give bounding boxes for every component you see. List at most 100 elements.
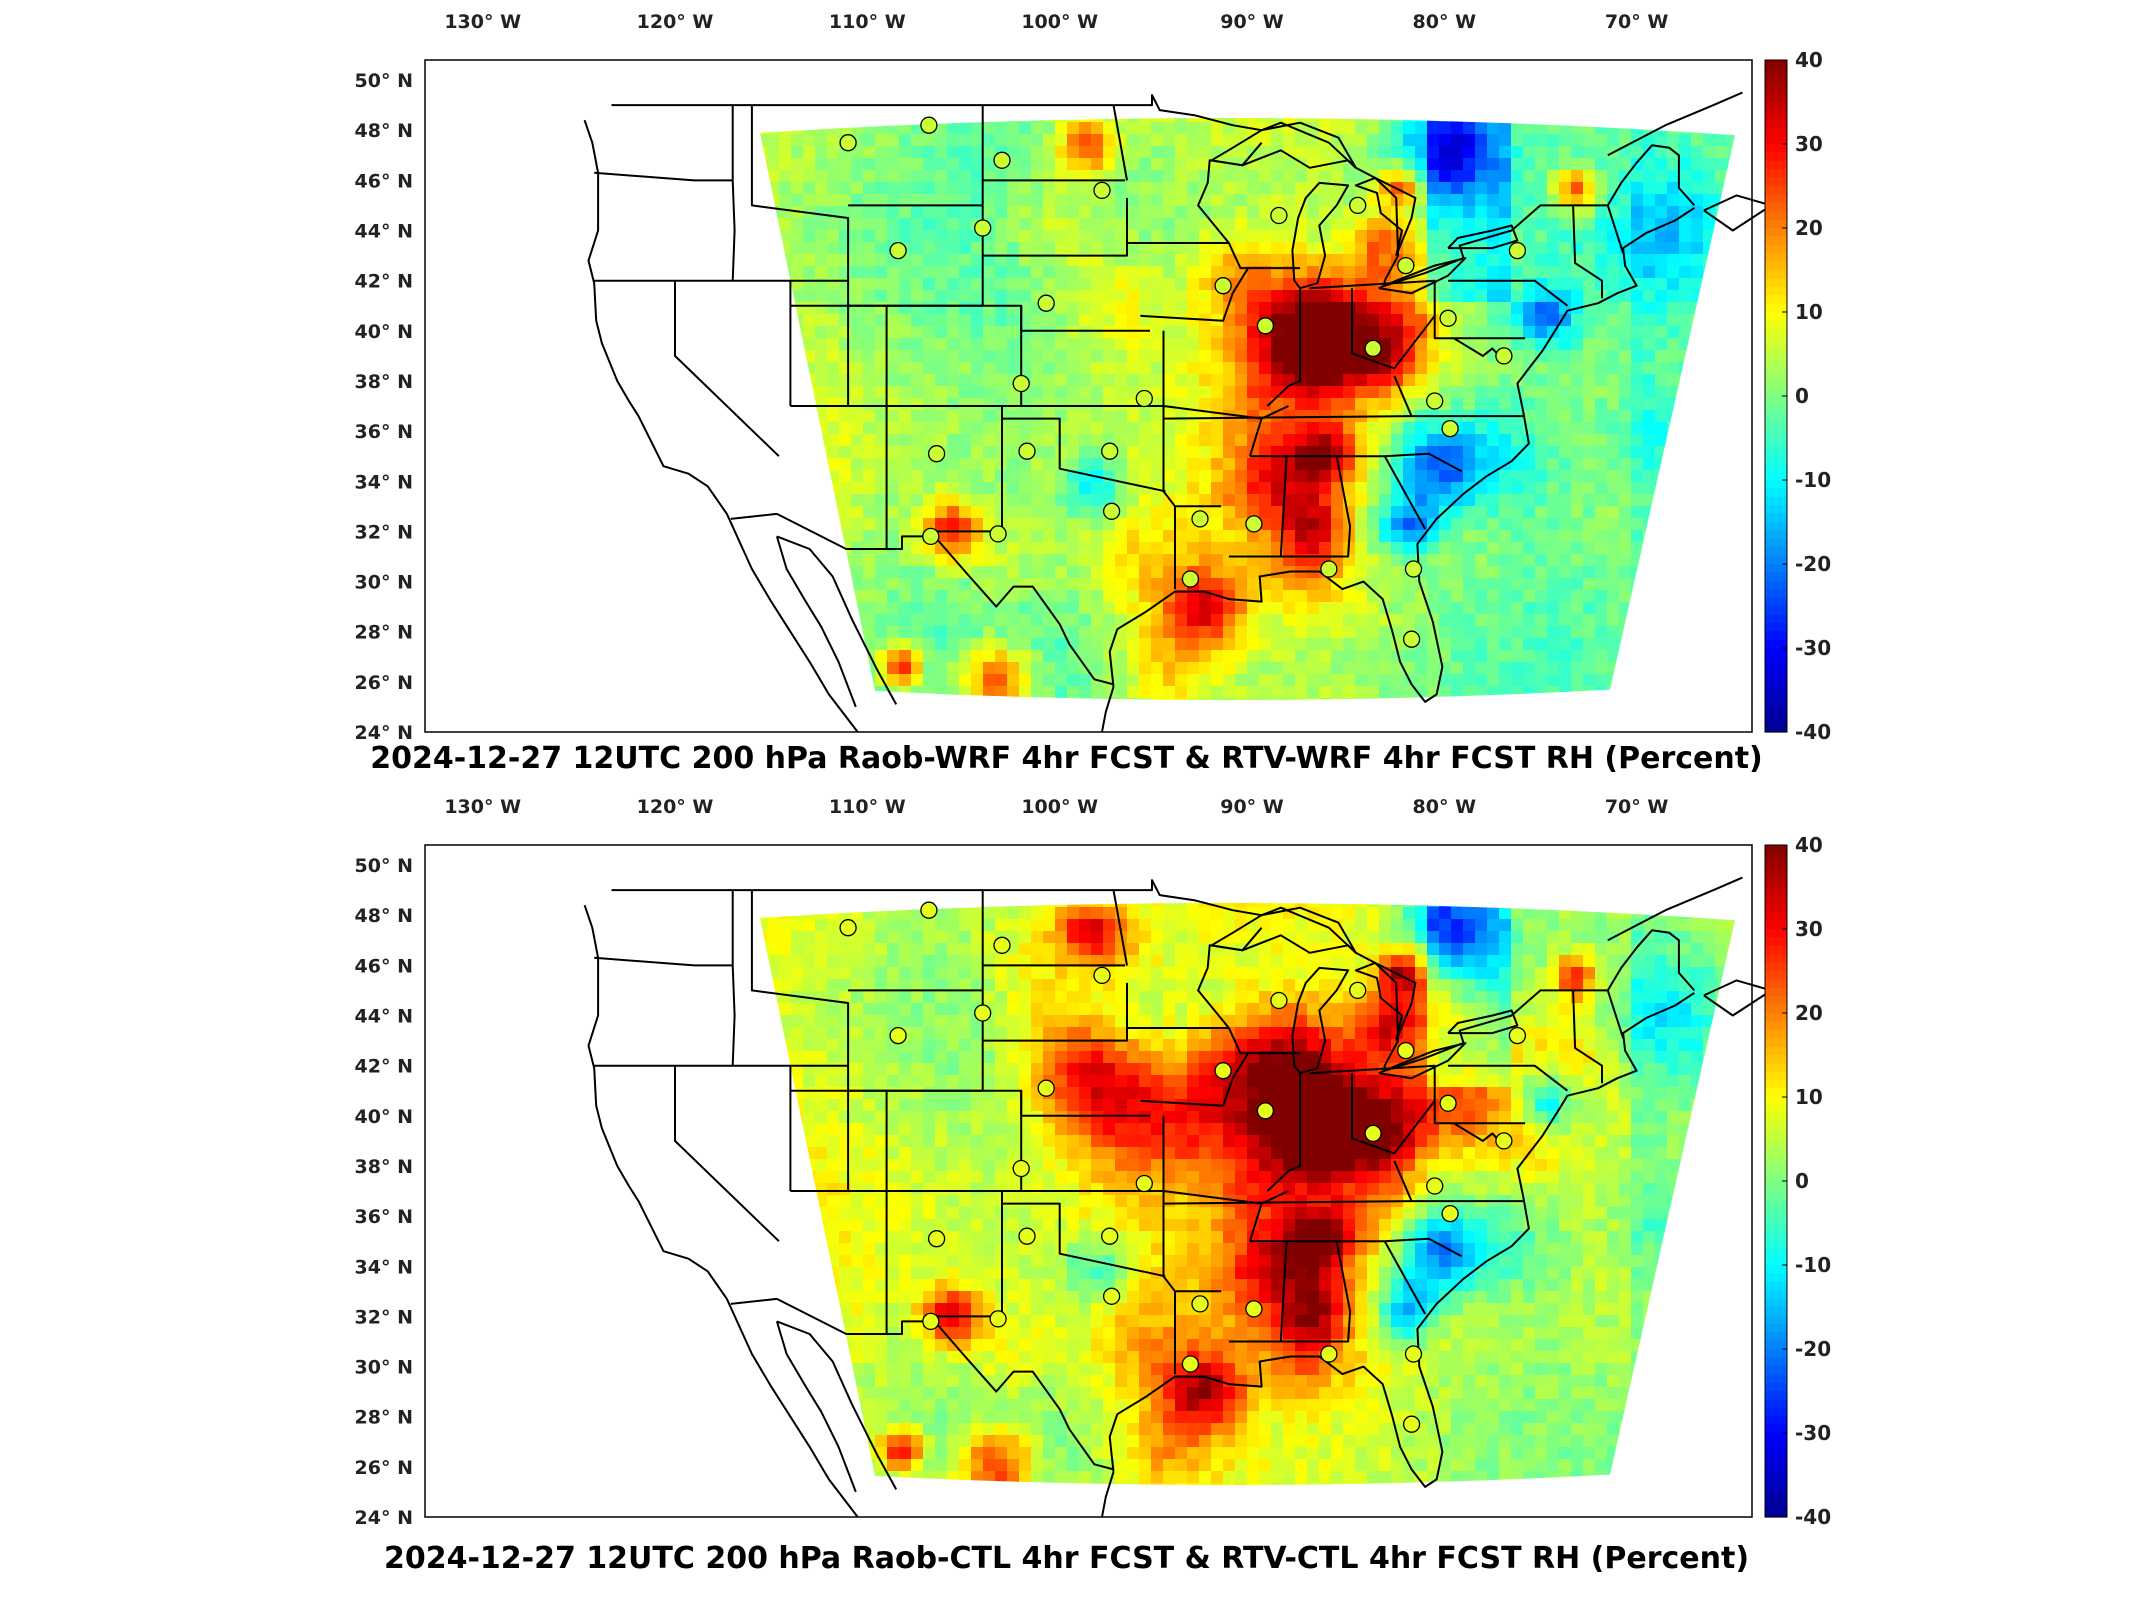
latitude-label: 26° N: [355, 672, 413, 694]
coastline: [1607, 876, 1743, 942]
raob-station-marker: [1101, 1227, 1119, 1245]
colorbar-tick-label: 20: [1795, 1001, 1823, 1025]
state-border: [1140, 267, 1249, 322]
raob-station-marker: [927, 1230, 946, 1248]
colorbar-tick-label: -40: [1795, 720, 1831, 744]
latitude-label: 46° N: [355, 170, 413, 192]
state-border: [1606, 990, 1625, 1039]
raob-station-marker: [889, 1026, 907, 1045]
state-border: [1393, 375, 1413, 417]
raob-station-marker: [1397, 1041, 1415, 1060]
state-border: [1140, 1052, 1249, 1107]
coastline: [775, 536, 857, 708]
state-border: [1383, 1240, 1426, 1315]
state-border: [1448, 279, 1569, 307]
state-border: [1127, 242, 1301, 270]
raob-station-marker: [1018, 442, 1036, 460]
raob-station-marker: [1439, 1094, 1457, 1112]
great-lake-outline: [1291, 181, 1350, 290]
rh-difference-field: [760, 903, 1735, 1485]
raob-station-marker: [1402, 630, 1421, 648]
coastline: [1607, 91, 1743, 157]
colorbar-tick-label: 20: [1795, 216, 1823, 240]
raob-station-marker: [1093, 181, 1111, 200]
colorbar-tick-label: -30: [1795, 636, 1831, 660]
raob-stations: [839, 901, 1527, 1433]
coastline: [583, 904, 859, 1518]
raob-station-marker: [1441, 419, 1459, 438]
raob-station-marker: [1270, 206, 1288, 225]
raob-station-marker: [1508, 241, 1527, 260]
state-border: [1383, 455, 1426, 530]
raob-station-marker: [1397, 256, 1415, 275]
state-border: [1002, 417, 1166, 493]
raob-station-marker: [1191, 1295, 1209, 1313]
state-border: [1197, 927, 1263, 1029]
raob-station-marker: [1018, 1227, 1036, 1245]
raob-station-marker: [1349, 981, 1367, 1000]
raob-station-marker: [1181, 1355, 1200, 1373]
state-border: [1228, 1241, 1352, 1343]
raob-station-marker: [922, 527, 940, 546]
raob-station-marker: [993, 151, 1011, 169]
latitude-label: 50° N: [355, 70, 413, 92]
map-boundaries: [583, 876, 1773, 1518]
state-border: [731, 105, 736, 281]
raob-station-marker: [1404, 1345, 1423, 1363]
coastline: [1108, 992, 1695, 1488]
colorbar-tick-label: -10: [1795, 468, 1831, 492]
state-border: [1448, 1064, 1569, 1092]
latitude-label: 48° N: [355, 120, 413, 142]
raob-station-marker: [989, 1310, 1007, 1328]
latitude-label: 36° N: [355, 421, 413, 443]
state-border: [1250, 452, 1463, 473]
colorbar: 40 30 20 10 0 -10 -20 -30 -40: [1764, 833, 1831, 1529]
state-border: [1228, 456, 1352, 558]
coastline: [583, 119, 859, 733]
colorbar-tick-label: 10: [1795, 300, 1823, 324]
state-border: [1112, 104, 1128, 181]
state-border: [1572, 205, 1603, 299]
raob-station-marker: [1102, 1287, 1121, 1305]
longitude-label: 90° W: [1220, 11, 1284, 33]
map-frame: [424, 844, 1753, 1518]
raob-station-marker: [993, 936, 1011, 954]
raob-station-marker: [1037, 294, 1055, 312]
longitude-label: 120° W: [637, 11, 714, 33]
state-border: [1279, 456, 1288, 557]
latitude-label: 50° N: [355, 855, 413, 877]
coastline: [1703, 194, 1773, 232]
coastline: [776, 535, 898, 705]
state-border: [1266, 1073, 1302, 1192]
raob-stations: [839, 116, 1527, 648]
coastline: [1101, 686, 1115, 733]
longitude-label: 100° W: [1021, 796, 1098, 818]
state-border: [1606, 205, 1625, 254]
raob-station-marker: [1426, 392, 1444, 410]
map-svg-bottom: 130° W 120° W 110° W 100° W 90° W 80° W 70° W 5…: [355, 796, 1832, 1529]
latitude-label: 46° N: [355, 955, 413, 977]
raob-station-marker: [1364, 1124, 1382, 1143]
latitude-label: 32° N: [355, 1306, 413, 1328]
state-border: [674, 280, 780, 457]
state-border: [1309, 1064, 1526, 1125]
rh-difference-field: [760, 118, 1735, 700]
raob-station-marker: [1320, 1345, 1338, 1363]
latitude-label: 34° N: [355, 1256, 413, 1278]
state-border: [1393, 1160, 1413, 1202]
state-border: [674, 1065, 780, 1242]
raob-station-marker: [1270, 991, 1288, 1010]
colorbar-tick-label: -10: [1795, 1253, 1831, 1277]
state-border: [594, 171, 733, 182]
raob-station-marker: [920, 116, 938, 134]
state-border: [731, 890, 736, 1066]
colorbar-tick-label: -20: [1795, 552, 1831, 576]
colorbar-tick-label: 40: [1795, 48, 1823, 72]
raob-station-marker: [1508, 1026, 1527, 1045]
raob-station-marker: [1320, 560, 1338, 578]
raob-station-marker: [1102, 502, 1121, 520]
state-border: [1261, 1190, 1289, 1205]
raob-station-marker: [1441, 1204, 1459, 1223]
colorbar-tick-label: 0: [1795, 384, 1809, 408]
state-border: [982, 982, 1128, 1042]
